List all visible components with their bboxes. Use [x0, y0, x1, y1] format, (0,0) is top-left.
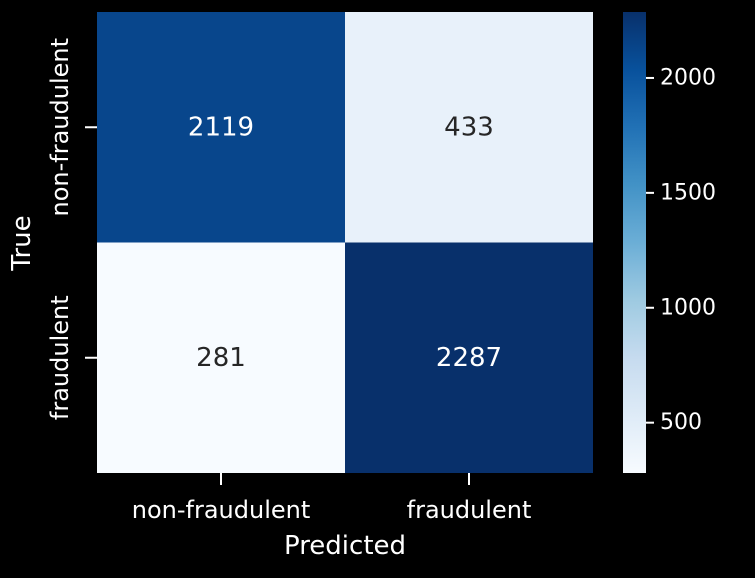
y-tick-label: fraudulent	[46, 295, 74, 420]
heatmap-cell	[345, 242, 593, 473]
heatmap-cell	[345, 12, 593, 243]
heatmap-cells: 2119 433 281 2287	[97, 12, 593, 473]
colorbar: 500 1000 1500 2000	[623, 12, 716, 473]
y-axis: non-fraudulent fraudulent True	[7, 38, 97, 420]
y-tick-label: non-fraudulent	[46, 38, 74, 217]
colorbar-tick-label: 2000	[660, 65, 716, 90]
heatmap-cell	[97, 12, 345, 243]
cell-value-label: 281	[196, 343, 246, 373]
x-axis-label: Predicted	[284, 531, 406, 561]
heatmap-cell	[97, 242, 345, 473]
colorbar-tick-label: 1500	[660, 180, 716, 205]
colorbar-tick-label: 500	[660, 410, 702, 435]
colorbar-tick-label: 1000	[660, 295, 716, 320]
cell-value-label: 2287	[436, 343, 502, 373]
cell-value-label: 2119	[188, 112, 254, 142]
colorbar-gradient	[623, 12, 646, 473]
x-tick-label: fraudulent	[407, 496, 532, 524]
cell-value-label: 433	[444, 112, 494, 142]
x-tick-label: non-fraudulent	[132, 496, 311, 524]
y-axis-label: True	[7, 215, 37, 271]
